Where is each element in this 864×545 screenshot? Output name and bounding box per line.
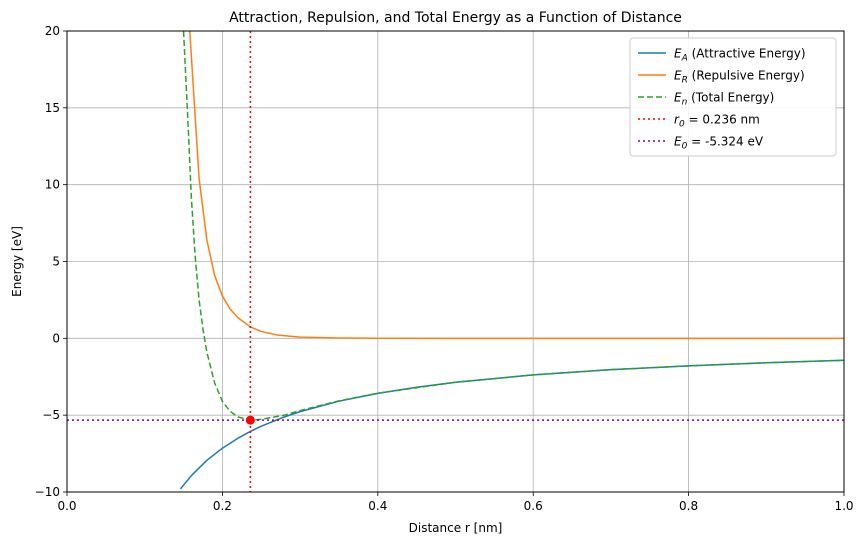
x-axis-label: Distance r [nm] [409, 521, 503, 535]
legend-symbol: r [674, 113, 680, 127]
legend-subscript: R [682, 76, 688, 86]
y-tick-label: 15 [45, 101, 60, 115]
y-tick-label: −5 [42, 408, 60, 422]
x-tick-label: 0.8 [679, 499, 698, 513]
y-tick-label: 10 [45, 178, 60, 192]
ticks: 0.0 0.2 0.4 0.6 0.8 1.0 −10 −5 0 5 10 15 20 [35, 24, 854, 513]
x-tick-label: 0.2 [213, 499, 232, 513]
legend-text: (Attractive Energy) [688, 47, 806, 61]
chart-title: Attraction, Repulsion, and Total Energy … [229, 10, 682, 26]
legend-symbol: E [674, 135, 682, 149]
legend-label: E0 = -5.324 eV [674, 135, 764, 152]
legend-subscript: 0 [682, 142, 688, 152]
plot-lines [67, 31, 844, 492]
y-tick-label: 20 [45, 24, 60, 38]
legend-subscript: n [682, 98, 688, 108]
y-tick-label: 0 [52, 331, 60, 345]
legend-symbol: E [674, 91, 682, 105]
legend-subscript: A [681, 54, 688, 64]
legend-label: ER (Repulsive Energy) [674, 69, 805, 86]
x-tick-label: 1.0 [834, 499, 853, 513]
legend-label: r0 = 0.236 nm [674, 113, 760, 130]
legend-symbol: E [674, 47, 682, 61]
legend-text: (Total Energy) [687, 91, 774, 105]
legend: EA (Attractive Energy)ER (Repulsive Ener… [629, 37, 837, 157]
legend-symbol: E [674, 69, 682, 83]
minimum-point-marker [245, 415, 255, 425]
x-tick-label: 0.0 [57, 499, 76, 513]
x-tick-label: 0.4 [368, 499, 387, 513]
x-tick-label: 0.6 [524, 499, 543, 513]
y-axis-label: Energy [eV] [10, 226, 24, 297]
y-tick-label: −10 [35, 485, 60, 499]
legend-label: En (Total Energy) [674, 91, 774, 108]
legend-box [629, 37, 837, 157]
legend-text: (Repulsive Energy) [688, 69, 805, 83]
y-tick-label: 5 [52, 255, 60, 269]
legend-subscript: 0 [679, 120, 685, 130]
legend-text: = 0.236 nm [685, 113, 760, 127]
legend-text: = -5.324 eV [687, 135, 764, 149]
series-e-r-line [189, 31, 844, 340]
legend-label: EA (Attractive Energy) [674, 47, 806, 64]
